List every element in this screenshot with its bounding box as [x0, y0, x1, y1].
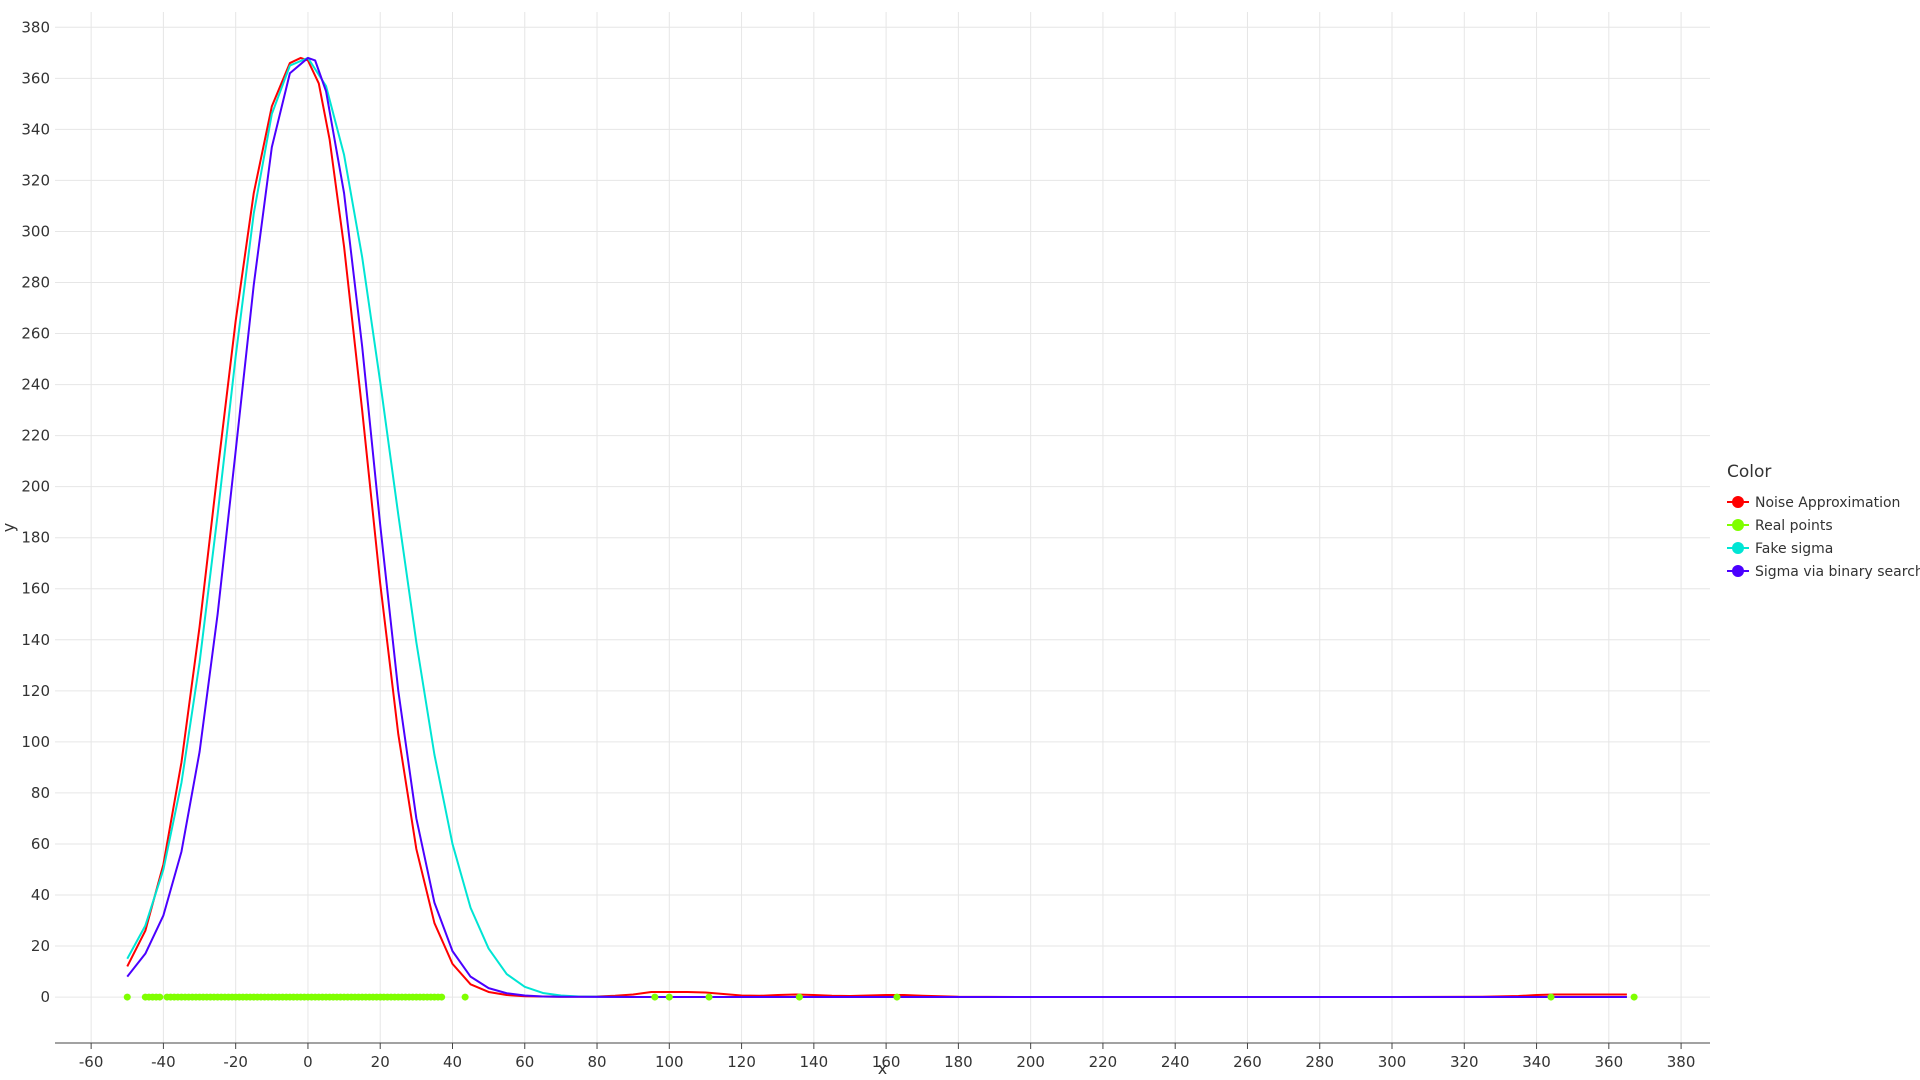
x-tick-label: 340	[1522, 1053, 1551, 1071]
x-tick-label: 20	[371, 1053, 390, 1071]
y-tick-label: 380	[21, 18, 50, 36]
y-tick-label: 80	[31, 784, 50, 802]
series-layer	[123, 56, 1638, 1001]
x-tick-label: 360	[1595, 1053, 1624, 1071]
x-tick-label: -20	[223, 1053, 248, 1071]
y-tick-label: 360	[21, 69, 50, 87]
legend-label: Fake sigma	[1755, 541, 1833, 557]
data-point	[461, 993, 469, 1001]
x-tick-label: 320	[1450, 1053, 1479, 1071]
legend-title: Color	[1727, 462, 1771, 482]
y-tick-label: 260	[21, 325, 50, 343]
legend-swatch-dot	[1732, 565, 1744, 577]
x-tick-label: 380	[1667, 1053, 1696, 1071]
data-point	[651, 993, 659, 1001]
legend-item-sigma-via-binary-search[interactable]: Sigma via binary search	[1727, 564, 1920, 580]
legend-item-fake-sigma[interactable]: Fake sigma	[1727, 541, 1833, 557]
y-tick-label: 180	[21, 529, 50, 547]
legend-item-real-points[interactable]: Real points	[1727, 518, 1833, 534]
y-tick-label: 100	[21, 733, 50, 751]
data-point	[438, 993, 446, 1001]
x-tick-label: 200	[1016, 1053, 1045, 1071]
data-point	[665, 993, 673, 1001]
y-tick-label: 140	[21, 631, 50, 649]
data-point	[893, 993, 901, 1001]
x-tick-label: -40	[151, 1053, 176, 1071]
x-tick-label: 120	[727, 1053, 756, 1071]
data-point	[123, 993, 131, 1001]
x-tick-label: 0	[303, 1053, 313, 1071]
x-tick-label: 180	[944, 1053, 973, 1071]
x-gridlines	[90, 12, 1682, 1043]
y-gridlines	[55, 26, 1710, 998]
legend-swatch-dot	[1732, 519, 1744, 531]
legend[interactable]: Color Noise Approximation Real points Fake…	[1727, 462, 1920, 580]
y-tick-label: 40	[31, 886, 50, 904]
x-tick-label: 260	[1233, 1053, 1262, 1071]
x-tick-label: 240	[1161, 1053, 1190, 1071]
legend-swatch-dot	[1732, 496, 1744, 508]
x-tick-label: 280	[1305, 1053, 1334, 1071]
legend-label: Sigma via binary search	[1755, 564, 1920, 580]
plot-background	[55, 12, 1710, 1043]
legend-item-noise-approximation[interactable]: Noise Approximation	[1727, 495, 1900, 511]
x-axis-title: x	[878, 1059, 887, 1078]
series-line-sigma-via-binary-search	[126, 56, 1627, 999]
y-tick-label: 320	[21, 171, 50, 189]
legend-label: Real points	[1755, 518, 1833, 534]
y-tick-label: 160	[21, 580, 50, 598]
x-tick-label: 220	[1089, 1053, 1118, 1071]
x-tick-label: 160	[872, 1053, 901, 1071]
x-tick-label: 300	[1378, 1053, 1407, 1071]
x-tick-label: 40	[443, 1053, 462, 1071]
y-tick-label: 240	[21, 376, 50, 394]
legend-items[interactable]: Noise Approximation Real points Fake sigma…	[1727, 495, 1920, 580]
data-point	[156, 993, 164, 1001]
x-tick-label: -60	[79, 1053, 104, 1071]
y-axis-ticks: 0 20 40 60 80 100 120 140 160 180 200 220 240 260 280 3…	[21, 18, 50, 1006]
y-tick-label: 60	[31, 835, 50, 853]
data-point	[795, 993, 803, 1001]
data-point	[1630, 993, 1638, 1001]
y-tick-label: 0	[40, 988, 50, 1006]
data-point	[1547, 993, 1555, 1001]
y-tick-label: 120	[21, 682, 50, 700]
y-tick-label: 220	[21, 427, 50, 445]
x-tick-label: 100	[655, 1053, 684, 1071]
y-tick-label: 300	[21, 222, 50, 240]
data-point	[705, 993, 713, 1001]
x-tick-label: 60	[515, 1053, 534, 1071]
series-points-real-points	[123, 993, 1638, 1001]
x-tick-label: 140	[800, 1053, 829, 1071]
x-axis-ticks: -60 -40 -20 0 20 40 60 80 100 120 140 160 180 200 220 2…	[79, 1043, 1696, 1071]
y-axis-title: y	[0, 523, 18, 532]
y-tick-label: 340	[21, 120, 50, 138]
y-tick-label: 200	[21, 478, 50, 496]
y-tick-label: 280	[21, 274, 50, 292]
x-tick-label: 80	[587, 1053, 606, 1071]
y-tick-label: 20	[31, 937, 50, 955]
legend-swatch-dot	[1732, 542, 1744, 554]
legend-label: Noise Approximation	[1755, 495, 1900, 511]
